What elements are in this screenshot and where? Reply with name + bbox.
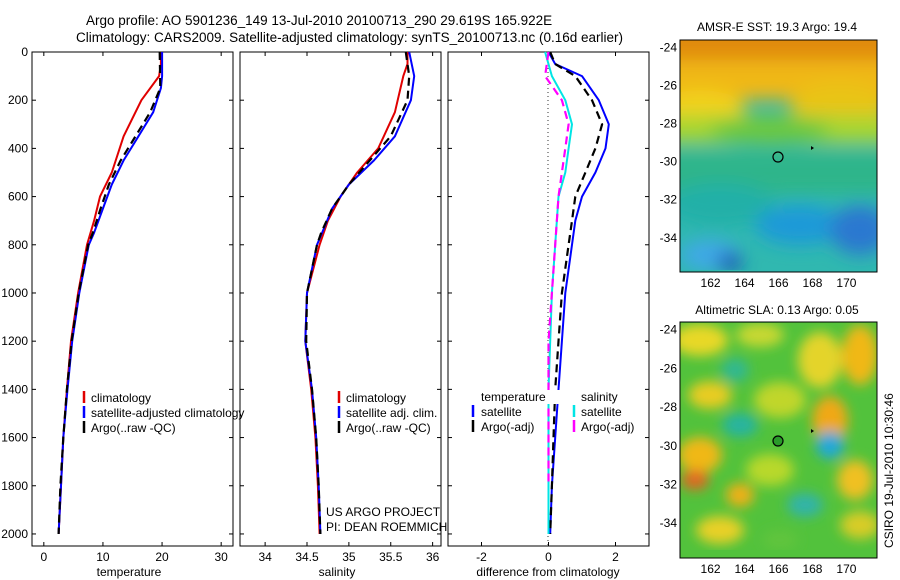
legend-label-sal-satellite: satellite [581, 405, 622, 419]
y-tick-label: 1800 [1, 479, 28, 493]
series-salinity-argo-adj-line [543, 51, 570, 486]
x-tick-label: 35 [342, 550, 356, 564]
credit-project: US ARGO PROJECT [326, 505, 441, 519]
x-tick-label: 20 [155, 550, 169, 564]
y-tick-label: 200 [8, 93, 28, 107]
map-y-tick-label: -30 [660, 439, 678, 453]
legend-label-climatology: climatology [91, 391, 151, 405]
map-x-tick-label: 162 [701, 276, 721, 290]
sla-color-field [680, 323, 877, 550]
map-x-tick-label: 164 [735, 562, 755, 576]
salinity-panel-frame [239, 51, 442, 547]
y-tick-label: 1400 [1, 382, 28, 396]
map-y-tick-label: -28 [660, 117, 678, 131]
map-y-tick-label: -32 [660, 193, 678, 207]
map-x-tick-label: 168 [802, 276, 822, 290]
map-y-tick-label: -26 [660, 361, 678, 375]
legend-label-argo: Argo(..raw -QC) [91, 421, 176, 435]
y-tick-label: 2000 [1, 527, 28, 541]
legend-label-temp-satellite: satellite [481, 405, 522, 419]
sst-map-frame [679, 39, 878, 273]
sst-color-field [680, 40, 877, 270]
sst-heatmap [680, 40, 877, 272]
y-tick-label: 1000 [1, 286, 28, 300]
x-tick-label: 36 [426, 550, 440, 564]
x-tick-label: 2 [612, 550, 619, 564]
sla-float-track-marker [811, 429, 814, 433]
legend-header-salinity: salinity [581, 390, 618, 404]
x-tick-label: 30 [214, 550, 228, 564]
series-climatology-line [304, 52, 409, 535]
profile-series-layer [57, 51, 610, 535]
x-tick-label: 34.5 [295, 550, 319, 564]
map-x-tick-label: 168 [802, 562, 822, 576]
salinity-legend: climatology satellite adj. clim. Argo(..… [337, 391, 437, 435]
y-tick-label: 1600 [1, 431, 28, 445]
y-tick-label: 400 [8, 141, 28, 155]
x-tick-label: 10 [96, 550, 110, 564]
sla-argo-location-marker [772, 435, 784, 447]
series-satellite-adj-clim-line [304, 51, 416, 535]
legend-header-temperature: temperature [481, 390, 546, 404]
map-y-tick-label: -34 [660, 516, 678, 530]
sla-map-title: Altimetric SLA: 0.13 Argo: 0.05 [695, 303, 859, 317]
map-y-tick-label: -28 [660, 400, 678, 414]
legend-label-climatology: climatology [346, 391, 406, 405]
salinity-xlabel: salinity [319, 565, 356, 579]
difference-xlabel: difference from climatology [476, 565, 619, 579]
series-argo-raw-qc-line [57, 51, 162, 535]
x-tick-label: 0 [545, 550, 552, 564]
sla-map-frame [679, 321, 878, 559]
y-tick-label: 1200 [1, 334, 28, 348]
map-x-tick-label: 166 [768, 276, 788, 290]
map-y-tick-label: -24 [660, 323, 678, 337]
legend-label-argo: Argo(..raw -QC) [346, 421, 431, 435]
map-y-tick-label: -32 [660, 477, 678, 491]
x-tick-label: 35.5 [379, 550, 403, 564]
difference-legend: temperature salinity satellite Argo(-adj… [471, 390, 634, 434]
x-tick-label: 34 [258, 550, 272, 564]
legend-header-backing [476, 390, 566, 404]
map-x-tick-label: 170 [836, 276, 856, 290]
temperature-legend: climatology satellite-adjusted climatolo… [82, 391, 244, 435]
y-tick-label: 0 [21, 45, 28, 59]
map-x-tick-label: 166 [768, 562, 788, 576]
y-tick-label: 600 [8, 190, 28, 204]
map-x-tick-label: 164 [735, 276, 755, 290]
series-temperature-argo-adj-line [549, 51, 604, 535]
map-y-tick-label: -24 [660, 41, 678, 55]
sst-float-track-marker [811, 146, 814, 150]
map-y-tick-label: -34 [660, 231, 678, 245]
figure-title-line1: Argo profile: AO 5901236_149 13-Jul-2010… [86, 13, 552, 28]
y-tick-label: 800 [8, 238, 28, 252]
sst-argo-location-marker [772, 151, 784, 163]
legend-label-sal-argo: Argo(-adj) [581, 420, 634, 434]
map-x-tick-label: 162 [701, 562, 721, 576]
x-tick-label: -2 [476, 550, 487, 564]
map-y-tick-label: -26 [660, 79, 678, 93]
series-satellite-adjusted-climatology-line [57, 52, 164, 535]
map-x-tick-label: 170 [836, 562, 856, 576]
x-tick-label: 0 [40, 550, 47, 564]
legend-label-satellite: satellite adj. clim. [346, 406, 437, 420]
temperature-xlabel: temperature [97, 565, 162, 579]
legend-label-temp-argo: Argo(-adj) [481, 420, 534, 434]
temperature-panel-frame [31, 51, 234, 547]
series-argo-raw-qc-line [305, 51, 411, 535]
series-temperature-satellite-line [547, 51, 610, 535]
figure-title-line2: Climatology: CARS2009. Satellite-adjuste… [76, 30, 623, 45]
credit-pi: PI: DEAN ROEMMICH [326, 520, 447, 534]
timestamp-stamp: CSIRO 19-Jul-2010 10:30:46 [882, 393, 896, 548]
map-y-tick-label: -30 [660, 155, 678, 169]
sst-map-title: AMSR-E SST: 19.3 Argo: 19.4 [697, 20, 857, 34]
legend-label-satellite: satellite-adjusted climatology [91, 406, 244, 420]
